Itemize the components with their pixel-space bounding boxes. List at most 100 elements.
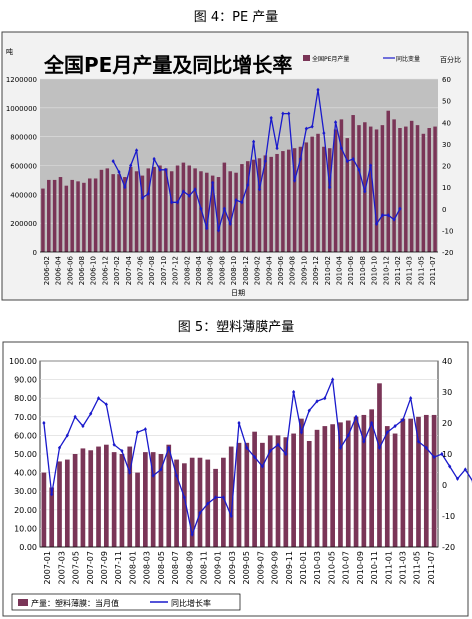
c2-bar — [111, 452, 117, 547]
c1-x-tick-label: 2009-04 — [265, 255, 273, 285]
c1-growth-point — [374, 221, 379, 226]
chart2-legend-line-label: 同比增长率 — [171, 598, 211, 608]
c2-growth-point — [432, 455, 436, 460]
c1-y2-tick-label: 0 — [442, 206, 446, 214]
c1-growth-point — [146, 191, 150, 196]
c2-bar — [361, 414, 367, 547]
c2-y2-tick-label: 40 — [442, 357, 452, 366]
c2-growth-point — [81, 424, 85, 429]
c1-x-tick-label: 2006-12 — [101, 256, 109, 285]
c1-y2-tick-label: 30 — [442, 141, 451, 149]
c2-bar — [64, 459, 70, 547]
c1-growth-point — [228, 221, 232, 226]
c2-y-tick-label: 100.00 — [9, 357, 37, 366]
c2-growth-point — [401, 417, 405, 422]
chart1-caption: 图 4：PE 产量 — [193, 10, 279, 25]
c1-growth-point — [369, 163, 373, 168]
c2-growth-point — [151, 473, 155, 478]
c1-y2-tick-label: 10 — [442, 184, 451, 192]
c1-x-tick-label: 2010-04 — [336, 255, 344, 285]
c2-x-tick-label: 2007-07 — [86, 551, 95, 584]
c1-bar — [93, 178, 98, 252]
c1-x-tick-label: 2008-06 — [207, 255, 215, 285]
c1-bar — [310, 136, 314, 252]
c1-bar — [322, 146, 326, 252]
c1-x-tick-label: 2008-10 — [230, 256, 238, 285]
c1-growth-point — [333, 120, 338, 125]
chart1-legend-bar-label: 全国PE月产量 — [312, 55, 349, 63]
c1-bar — [304, 142, 309, 252]
c2-bar — [49, 487, 55, 547]
c2-growth-point — [393, 424, 397, 429]
c2-x-tick-label: 2008-05 — [157, 551, 166, 584]
c1-bar — [210, 175, 215, 252]
c1-bar — [41, 188, 45, 252]
c1-bar — [246, 161, 250, 252]
c2-growth-point — [307, 408, 311, 413]
c2-bar — [88, 450, 94, 547]
c2-bar — [283, 437, 289, 547]
c2-growth-point — [260, 464, 265, 469]
c1-growth-point — [252, 139, 256, 144]
c1-bar — [409, 120, 414, 252]
chart1-title: 全国PE月产量及同比增长率 — [43, 53, 292, 77]
c1-x-tick-label: 2007-08 — [148, 256, 156, 285]
c1-growth-point — [152, 156, 156, 162]
c1-bar — [339, 119, 344, 252]
c2-bar — [72, 454, 78, 547]
c2-growth-point — [377, 445, 382, 450]
c2-bar — [314, 429, 320, 547]
c1-x-tick-label: 2008-12 — [242, 256, 250, 285]
c2-bar — [338, 422, 343, 547]
c1-growth-point — [140, 195, 145, 201]
c1-growth-point — [222, 206, 226, 211]
c1-x-tick-label: 2006-08 — [78, 256, 86, 285]
c1-growth-point — [134, 148, 139, 153]
c2-bar — [197, 457, 203, 547]
c2-bar — [236, 442, 242, 547]
c1-growth-point — [392, 217, 396, 222]
c2-bar — [322, 426, 328, 547]
c2-bar — [260, 442, 265, 547]
c1-bar — [386, 110, 391, 252]
c1-y-tick-label: 200000 — [10, 220, 37, 228]
c1-bar — [357, 125, 361, 252]
c1-bar — [345, 138, 350, 252]
c1-bar — [240, 164, 244, 252]
c1-x-tick-label: 2010-06 — [347, 255, 355, 285]
c2-growth-point — [143, 427, 147, 432]
c2-bar — [377, 383, 382, 547]
c1-bar — [316, 133, 320, 252]
c1-growth-point — [357, 167, 361, 172]
c2-y-tick-label: 70.00 — [14, 413, 37, 422]
c1-y-tick-label: 0 — [33, 249, 37, 257]
c2-x-tick-label: 2011-01 — [384, 551, 393, 584]
c2-y-tick-label: 30.00 — [14, 487, 37, 496]
c1-x-tick-label: 2010-10 — [371, 256, 379, 285]
c2-growth-point — [65, 433, 69, 438]
c1-bar — [146, 168, 151, 252]
c1-x-tick-label: 2010-08 — [359, 256, 367, 285]
c2-x-tick-label: 2010-11 — [370, 551, 379, 584]
c1-growth-point — [345, 159, 349, 164]
c1-x-tick-label: 2010-02 — [324, 256, 332, 285]
c1-bar — [105, 168, 110, 252]
c2-y-tick-label: 60.00 — [14, 431, 37, 440]
pe-production-chart: 全国PE月产量及同比增长率 吨 百分比 日期 全国PE月产量 同比变量 0200… — [1, 31, 469, 301]
c1-bar — [76, 181, 80, 252]
c2-x-tick-label: 2008-09 — [185, 551, 194, 584]
c1-growth-point — [240, 200, 244, 205]
c1-y-tick-label: 400000 — [10, 191, 37, 199]
c2-growth-point — [409, 396, 413, 401]
c1-growth-point — [117, 169, 121, 175]
c2-bar — [299, 418, 304, 547]
c2-y-tick-label: 0.00 — [19, 543, 37, 552]
c2-bar — [103, 444, 109, 547]
c1-x-tick-label: 2010-12 — [382, 256, 390, 285]
c2-x-tick-label: 2009-11 — [285, 551, 294, 584]
c2-bar — [244, 442, 250, 547]
c2-growth-point — [112, 442, 116, 447]
c1-growth-point — [304, 126, 308, 131]
c1-bar — [392, 119, 396, 252]
c2-growth-point — [135, 430, 140, 435]
